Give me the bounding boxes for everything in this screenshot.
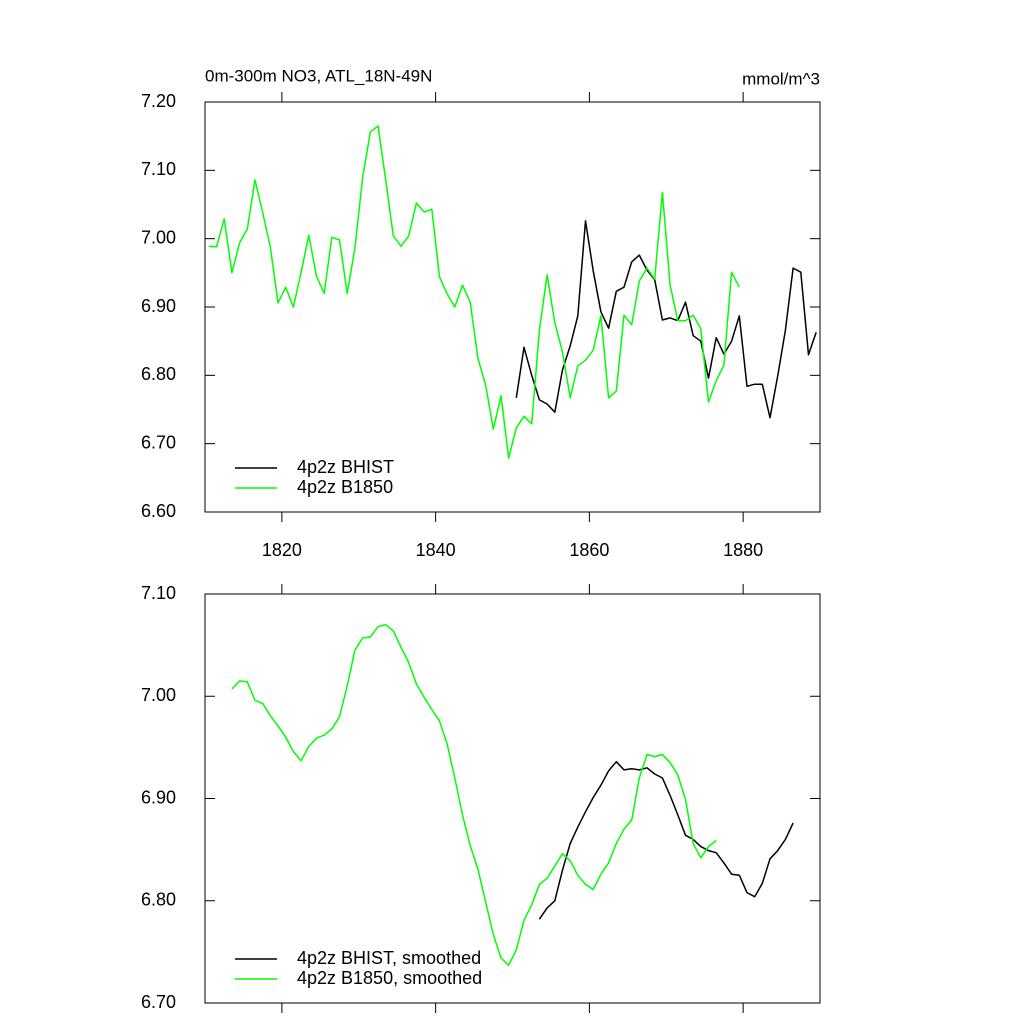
units-label: mmol/m^3 [742,69,820,88]
y-tick-label: 6.70 [141,432,176,452]
legend-label: 4p2z BHIST, smoothed [297,948,481,968]
legend-label: 4p2z B1850 [297,477,393,497]
x-tick-label: 1840 [416,540,456,560]
y-tick-label: 6.70 [141,992,176,1012]
legend-label: 4p2z B1850, smoothed [297,968,482,988]
y-tick-label: 7.10 [141,583,176,603]
legend-label: 4p2z BHIST [297,457,394,477]
data-line [515,220,817,419]
y-tick-label: 6.90 [141,787,176,807]
x-tick-label: 1860 [569,540,609,560]
y-tick-label: 7.00 [141,227,176,247]
chart-title: 0m-300m NO3, ATL_18N-49N [205,66,432,85]
y-tick-label: 7.00 [141,685,176,705]
y-tick-label: 6.80 [141,890,176,910]
y-tick-label: 6.60 [141,501,176,521]
y-tick-label: 6.80 [141,364,176,384]
x-tick-label: 1880 [723,540,763,560]
plot-frame [204,101,821,513]
x-tick-label: 1820 [262,540,302,560]
y-tick-label: 7.10 [141,159,176,179]
data-line [208,125,740,459]
data-line [231,623,717,966]
y-tick-label: 7.20 [141,91,176,111]
y-tick-label: 6.90 [141,296,176,316]
plot-frame [204,593,821,1004]
data-line [538,760,794,920]
